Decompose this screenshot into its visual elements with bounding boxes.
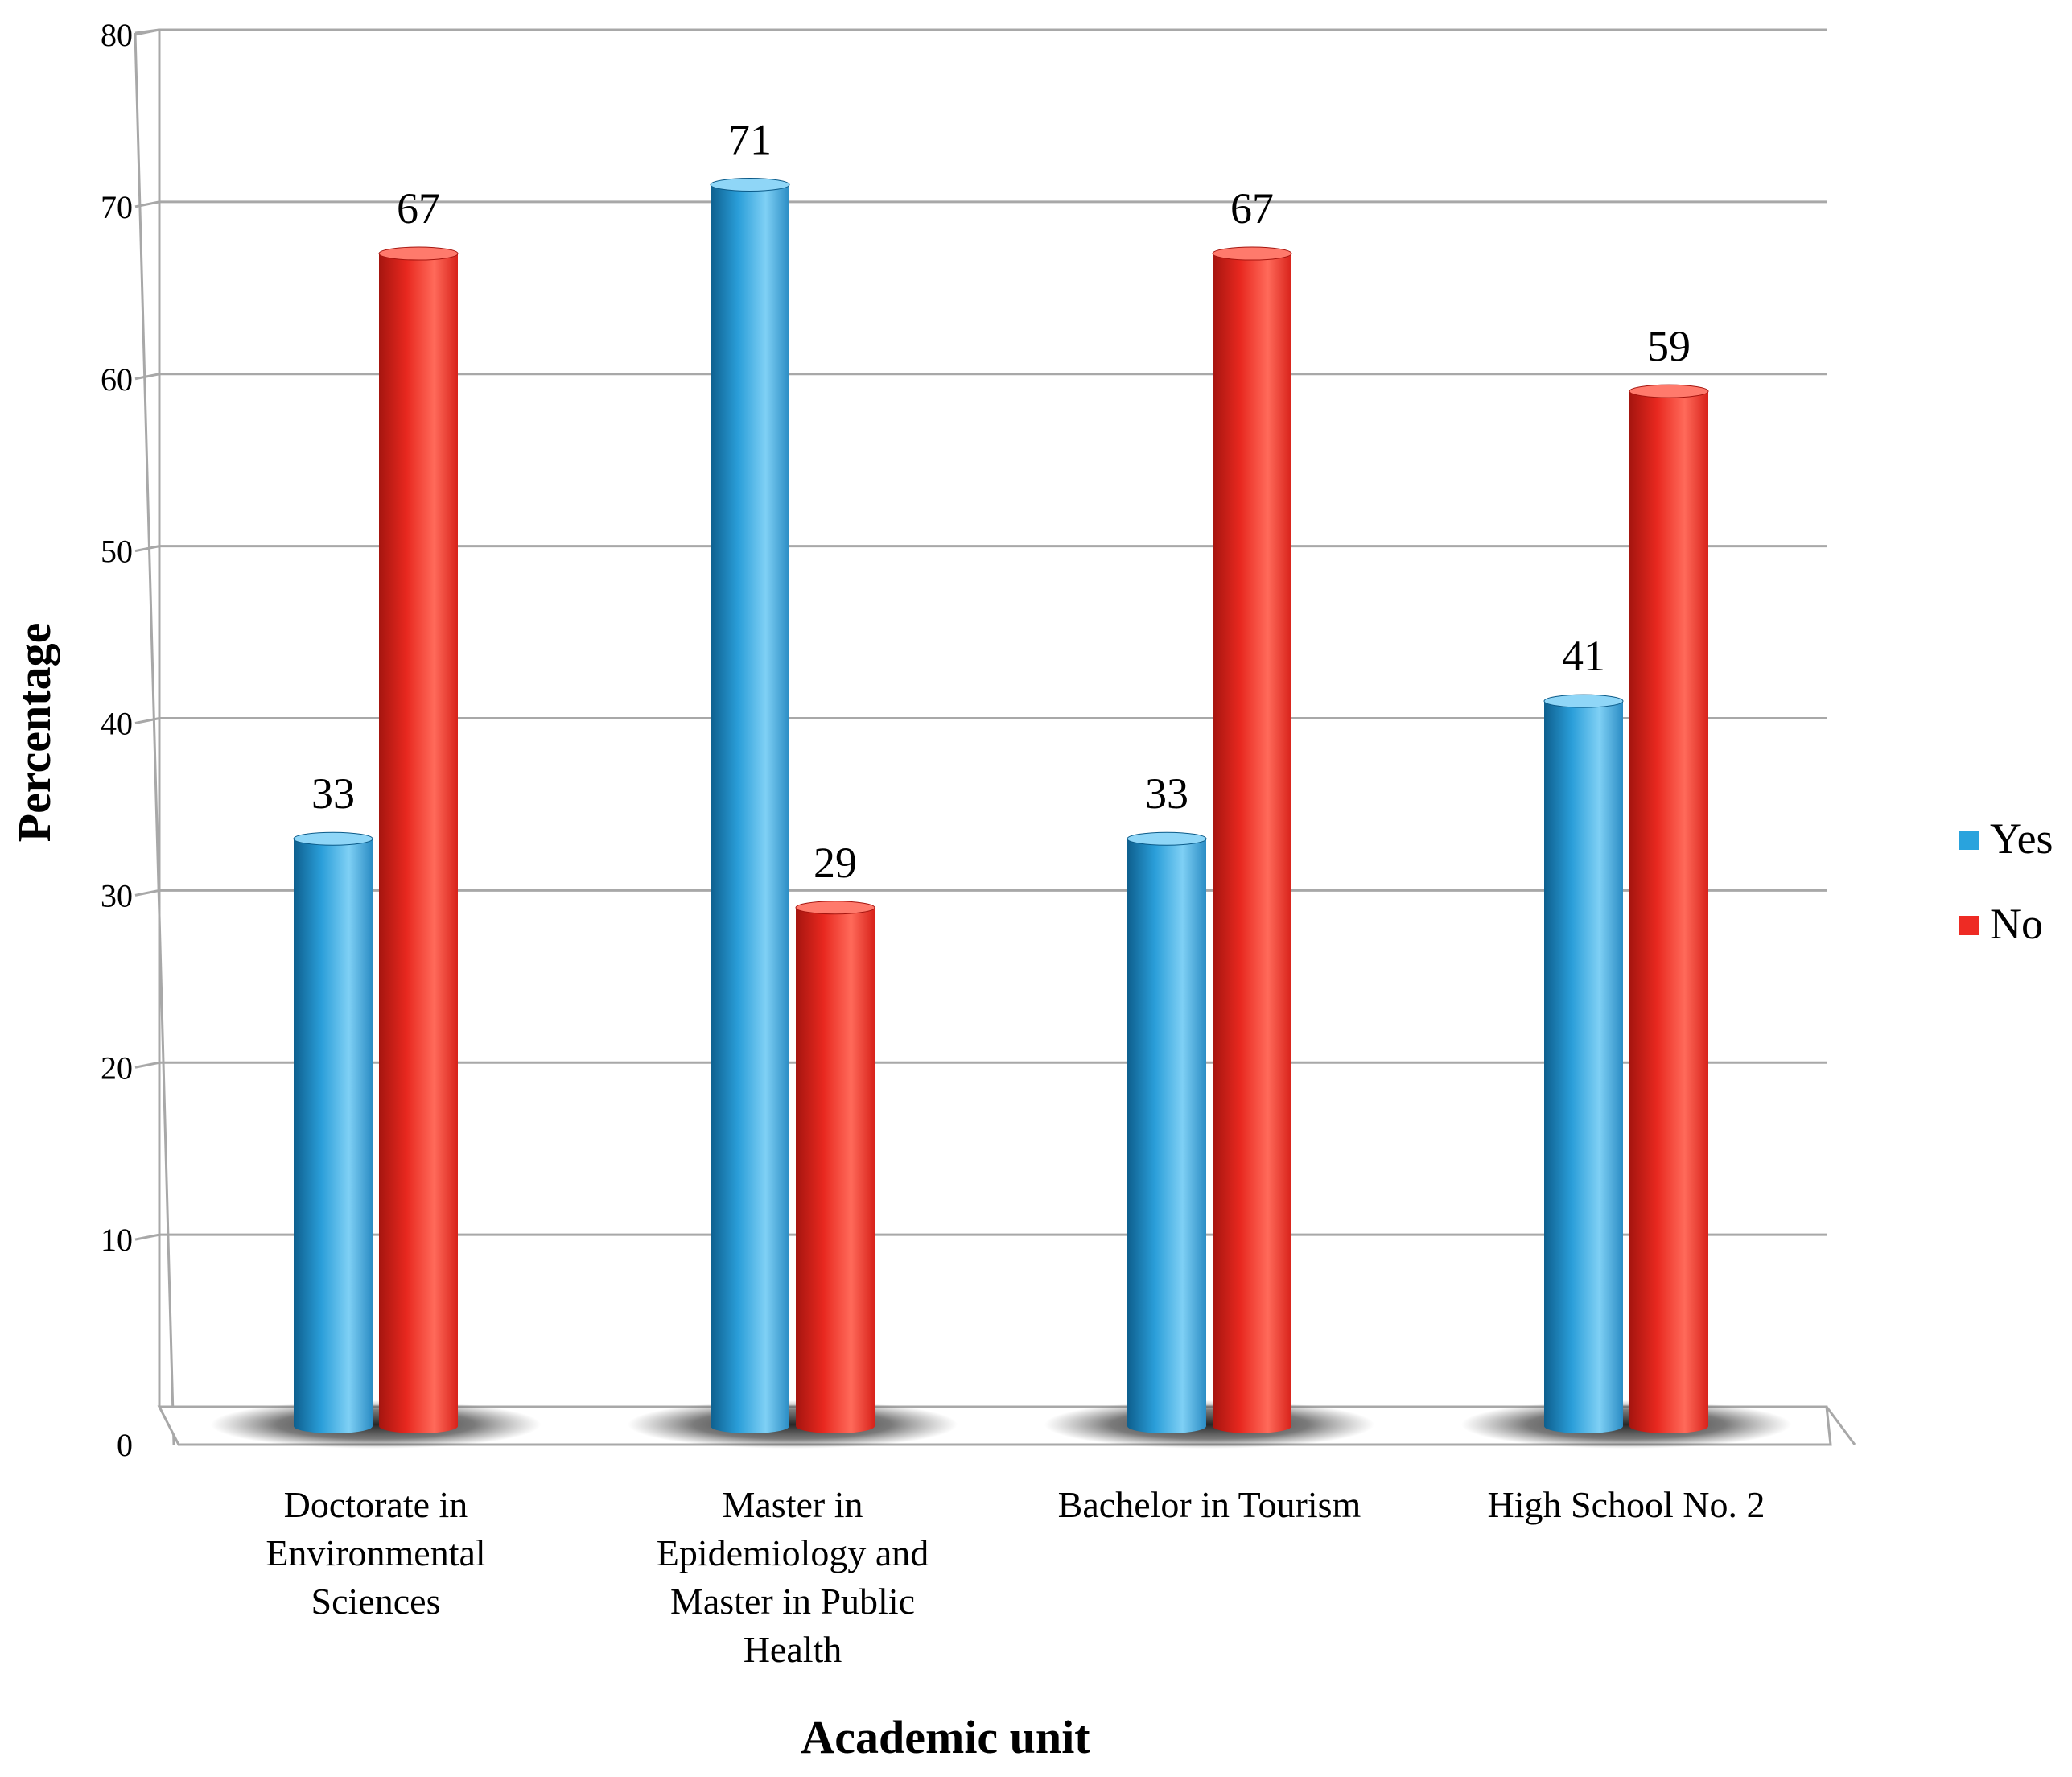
data-label: 33 (311, 769, 355, 818)
x-axis-title: Academic unit (801, 1711, 1090, 1763)
y-axis-title: Percentage (8, 623, 60, 843)
y-tick-label: 70 (101, 189, 133, 225)
x-tick-label: Bachelor in Tourism (1058, 1484, 1361, 1525)
side-wall-edge (134, 32, 175, 1445)
y-tick-label: 60 (101, 361, 133, 398)
bar (378, 246, 459, 1433)
y-tick-label: 20 (101, 1049, 133, 1086)
legend-label: Yes (1990, 814, 2053, 863)
labels: 0 10 20 30 40 50 60 70 80 33 67 Doctorate in Environ… (101, 17, 1765, 1670)
x-tick-label: Master in Epidemiology and Master in Publi… (657, 1484, 929, 1670)
y-tick-label: 80 (101, 17, 133, 53)
gridline-depth (134, 888, 160, 897)
data-label: 71 (728, 115, 772, 163)
data-label: 29 (814, 839, 857, 887)
bar (1629, 384, 1709, 1433)
data-label: 67 (397, 184, 440, 233)
legend-swatch (1959, 916, 1979, 935)
axes (134, 28, 1856, 1446)
gridline-depth (134, 1233, 160, 1241)
bar (710, 177, 790, 1433)
bars (211, 177, 1791, 1449)
gridline-depth (134, 545, 160, 553)
bar-shadow (628, 1400, 958, 1449)
gridline-depth (134, 373, 160, 381)
bar (1212, 246, 1292, 1433)
data-label: 33 (1145, 769, 1188, 818)
y-tick-label: 30 (101, 877, 133, 913)
gridline-depth (134, 28, 160, 35)
bar-shadow (1461, 1400, 1791, 1449)
floor-right-edge (1825, 1406, 1856, 1445)
y-tick-label: 0 (117, 1427, 133, 1463)
bar (1543, 694, 1624, 1433)
gridline-depth (134, 717, 160, 724)
legend-swatch (1959, 831, 1979, 850)
bar (795, 901, 875, 1433)
data-label: 59 (1647, 322, 1691, 370)
y-tick-label: 40 (101, 706, 133, 742)
bar-shadow (211, 1400, 541, 1449)
bar (293, 831, 373, 1433)
x-tick-label: Doctorate in Environmental Sciences (266, 1484, 485, 1622)
legend: Yes No (1959, 814, 2053, 948)
y-tick-label: 50 (101, 534, 133, 570)
y-tick-label: 10 (101, 1222, 133, 1258)
bar (1127, 831, 1207, 1433)
data-label: 67 (1230, 184, 1274, 233)
bar-shadow (1044, 1400, 1374, 1449)
x-tick-label: High School No. 2 (1488, 1484, 1765, 1525)
legend-label: No (1990, 900, 2043, 948)
gridline-depth (134, 1061, 160, 1069)
data-label: 41 (1562, 632, 1605, 680)
